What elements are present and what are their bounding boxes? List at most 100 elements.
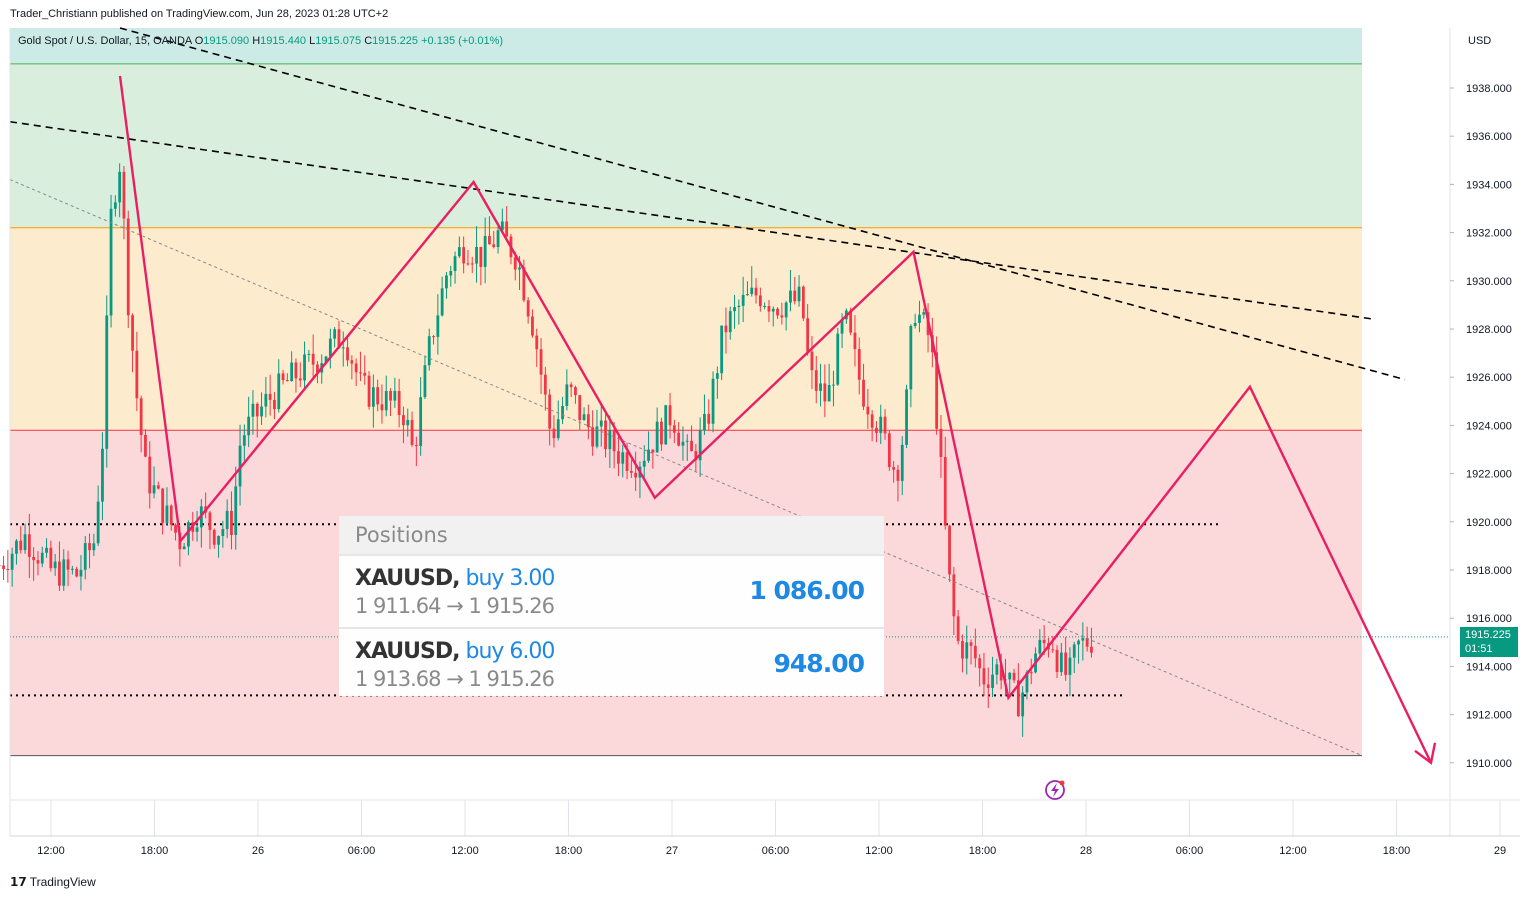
- candle-body: [733, 307, 736, 312]
- candle: [182, 542, 186, 550]
- position-row[interactable]: XAUUSD, buy 6.00 1 913.68 → 1 915.26 948…: [339, 627, 884, 700]
- candle-body: [569, 384, 573, 388]
- candle-body: [126, 218, 130, 316]
- candle-body: [793, 290, 797, 302]
- candle: [569, 382, 573, 397]
- candle-body: [866, 406, 870, 415]
- positions-title: Positions: [339, 516, 884, 554]
- candle-body: [892, 467, 896, 470]
- candle: [462, 236, 466, 274]
- candle-body: [685, 440, 689, 442]
- candle: [432, 335, 435, 345]
- currency-label[interactable]: USD: [1468, 35, 1492, 47]
- candle: [978, 654, 982, 687]
- y-tick-label: 1930.000: [1466, 276, 1512, 288]
- candle-body: [303, 354, 306, 381]
- candle: [1072, 641, 1076, 674]
- candle: [311, 334, 315, 377]
- x-tick-label: 18:00: [555, 845, 583, 857]
- candle-body: [139, 398, 143, 436]
- candle-body: [561, 405, 564, 420]
- candle: [354, 358, 358, 386]
- candle: [948, 525, 951, 582]
- x-tick-label: 12:00: [865, 845, 893, 857]
- candle-body: [634, 472, 638, 478]
- candle-body: [457, 247, 461, 257]
- candle: [681, 426, 685, 461]
- candle: [806, 304, 810, 356]
- candle-body: [612, 430, 616, 452]
- candle-body: [961, 641, 964, 659]
- candle-body: [565, 384, 569, 406]
- candle: [135, 331, 139, 412]
- candle-body: [281, 373, 285, 381]
- candle: [995, 658, 999, 685]
- candle-body: [152, 485, 156, 494]
- candle: [350, 355, 354, 380]
- position-row[interactable]: XAUUSD, buy 3.00 1 911.64 → 1 915.26 1 0…: [339, 554, 884, 627]
- candle-body: [870, 414, 874, 428]
- candle: [53, 553, 57, 576]
- candle: [621, 444, 625, 478]
- candle: [277, 359, 281, 413]
- candle-body: [165, 505, 169, 523]
- candle-body: [187, 522, 190, 547]
- candle-body: [225, 510, 229, 530]
- candle-body: [819, 383, 822, 391]
- y-tick-label: 1922.000: [1466, 469, 1512, 481]
- candle: [539, 338, 543, 394]
- candle: [857, 337, 861, 395]
- candle-body: [1038, 639, 1042, 654]
- candle-body: [397, 390, 401, 416]
- candle-body: [410, 419, 414, 445]
- candle: [1059, 642, 1063, 676]
- candle-body: [122, 171, 126, 219]
- position-symbol-line: XAUUSD, buy 3.00: [355, 566, 555, 591]
- candle: [2, 555, 5, 580]
- candle: [655, 407, 659, 453]
- candle-body: [952, 574, 956, 617]
- candle-body: [32, 556, 36, 561]
- tradingview-logo-text: TradingView: [29, 875, 96, 889]
- candle: [70, 565, 74, 575]
- position-pnl: 948.00: [773, 649, 865, 678]
- candle: [457, 236, 461, 259]
- candle-body: [273, 399, 276, 410]
- candle: [1008, 672, 1012, 698]
- candle: [574, 385, 577, 404]
- candle-body: [896, 469, 900, 481]
- candle-body: [500, 221, 504, 231]
- candle-body: [58, 561, 61, 586]
- candle-body: [582, 414, 586, 421]
- candles: [0, 163, 1093, 737]
- candle: [883, 409, 887, 440]
- candle: [88, 533, 91, 569]
- candle-body: [991, 674, 994, 688]
- candle: [1055, 645, 1059, 678]
- candle-body: [346, 347, 349, 361]
- candle: [307, 350, 311, 362]
- symbol-name: Gold Spot / U.S. Dollar, 15, OANDA: [18, 35, 192, 47]
- close-value: 1915.225: [372, 35, 419, 47]
- candle-body: [371, 387, 375, 407]
- candle: [440, 276, 444, 317]
- candle-body: [10, 553, 14, 570]
- candle-body: [432, 336, 435, 338]
- candle: [234, 466, 238, 550]
- candle: [935, 336, 939, 435]
- candle: [991, 656, 994, 698]
- candle-body: [651, 449, 655, 453]
- candle: [784, 300, 788, 331]
- tradingview-logo[interactable]: 𝟭𝟳 TradingView: [10, 875, 96, 889]
- candle: [58, 541, 61, 591]
- candle-body: [427, 336, 431, 366]
- candle-body: [436, 315, 440, 337]
- lightning-icon: [1045, 780, 1065, 800]
- candle: [853, 315, 857, 367]
- high-label: H: [252, 35, 261, 47]
- positions-panel: Positions XAUUSD, buy 3.00 1 911.64 → 1 …: [339, 516, 884, 696]
- candle: [328, 328, 332, 369]
- candle: [905, 384, 908, 449]
- candle: [217, 535, 220, 558]
